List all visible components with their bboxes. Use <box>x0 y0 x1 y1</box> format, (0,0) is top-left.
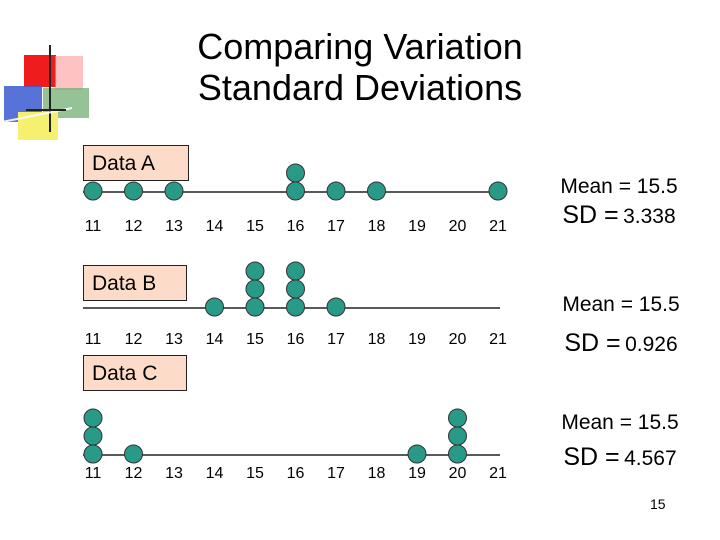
data-b-tick-label: 16 <box>287 331 305 348</box>
data-a-tick-label: 20 <box>449 218 467 235</box>
data-c-tick-label: 12 <box>125 465 143 482</box>
data-c-dot <box>407 444 427 464</box>
data-c-dot <box>124 444 143 464</box>
slide-logo <box>1 45 89 140</box>
data-a-tick-label: 15 <box>246 218 264 235</box>
slide-title: Comparing Variation Standard Deviations <box>150 26 570 108</box>
data-a-dot <box>488 181 508 201</box>
data-a-tick-label: 18 <box>368 218 386 235</box>
data-a-tick-label: 17 <box>327 218 345 235</box>
data-a-tick-label: 12 <box>125 218 143 235</box>
data-b-dot <box>205 297 224 317</box>
data-c-label: Data C <box>83 355 187 391</box>
data-a-stats: Mean = 15.5 SD = 3.338 <box>549 174 689 234</box>
data-b-dot <box>245 297 265 317</box>
data-a-dot <box>286 163 305 183</box>
data-a-dot <box>367 181 386 201</box>
data-a-dot <box>326 181 346 201</box>
data-b-tick-label: 14 <box>206 331 224 348</box>
data-c-dot <box>83 408 103 428</box>
data-c-sd-value: 4.567 <box>624 447 677 470</box>
logo-pink-square <box>55 56 83 90</box>
data-a-tick-label: 11 <box>85 218 102 235</box>
data-a-label: Data A <box>83 145 189 181</box>
data-c-dot <box>448 408 467 428</box>
data-c-tick-label: 11 <box>85 465 102 482</box>
data-b-dot <box>245 279 265 299</box>
data-c-tick-label: 21 <box>489 465 507 482</box>
data-b-dot <box>286 279 305 299</box>
data-c-dot <box>83 444 103 464</box>
data-a-tick-label: 21 <box>489 218 507 235</box>
data-b-tick-label: 11 <box>85 331 102 348</box>
data-c-tick-label: 18 <box>368 465 386 482</box>
data-b-dot <box>326 297 346 317</box>
data-a-sd-value: 3.338 <box>623 205 676 228</box>
data-b-stats: Mean = 15.5 SD = 0.926 <box>551 292 691 362</box>
data-b-tick-label: 17 <box>327 331 345 348</box>
data-b-sd-value: 0.926 <box>625 333 678 356</box>
data-c-tick-label: 20 <box>449 465 467 482</box>
data-b-dot <box>286 297 305 317</box>
data-c-sd-label: SD = <box>563 443 620 471</box>
data-a-tick-label: 19 <box>408 218 426 235</box>
data-c-tick-label: 13 <box>165 465 183 482</box>
data-a-mean: Mean = 15.5 <box>560 175 678 198</box>
data-a-tick-label: 16 <box>287 218 305 235</box>
data-b-tick-label: 15 <box>246 331 264 348</box>
data-a-dot <box>124 181 143 201</box>
data-b-dot <box>286 261 305 281</box>
data-c-tick-label: 19 <box>408 465 426 482</box>
data-c-dot <box>448 426 467 446</box>
data-b-tick-label: 21 <box>489 331 507 348</box>
data-c-mean: Mean = 15.5 <box>561 411 679 434</box>
data-b-tick-label: 18 <box>368 331 386 348</box>
data-c-dot <box>83 426 103 446</box>
data-c-tick-label: 14 <box>206 465 224 482</box>
data-c-tick-label: 15 <box>246 465 264 482</box>
data-b-tick-label: 19 <box>408 331 426 348</box>
page-number: 15 <box>650 496 666 512</box>
data-c-tick-label: 17 <box>327 465 345 482</box>
data-b-sd: SD = 0.926 <box>551 328 691 362</box>
title-line-1: Comparing Variation <box>197 26 523 67</box>
data-a-sd-label: SD = <box>562 201 619 229</box>
data-c-stats: Mean = 15.5 SD = 4.567 <box>550 410 690 476</box>
data-a-dot <box>286 181 305 201</box>
data-a-dot <box>83 181 103 201</box>
data-b-mean: Mean = 15.5 <box>562 293 680 316</box>
data-c-dot <box>448 444 467 464</box>
data-a-dot <box>164 181 184 201</box>
data-c-sd: SD = 4.567 <box>550 442 690 476</box>
title-line-2: Standard Deviations <box>197 67 523 108</box>
data-b-sd-label: SD = <box>564 329 621 357</box>
data-a-tick-label: 14 <box>206 218 224 235</box>
data-c-tick-label: 16 <box>287 465 305 482</box>
data-b-label: Data B <box>83 265 187 301</box>
data-b-dot <box>245 261 265 281</box>
data-b-tick-label: 20 <box>449 331 467 348</box>
data-b-tick-label: 12 <box>125 331 143 348</box>
data-b-tick-label: 13 <box>165 331 183 348</box>
data-a-sd: SD = 3.338 <box>549 200 689 234</box>
data-a-tick-label: 13 <box>165 218 183 235</box>
